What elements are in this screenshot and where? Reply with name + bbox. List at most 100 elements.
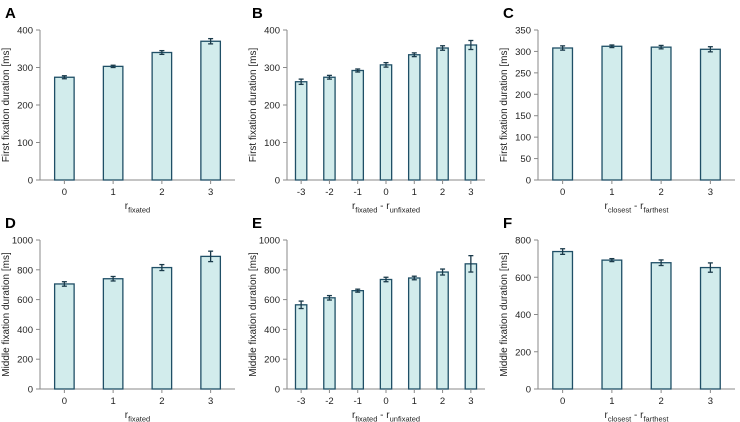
bar-0 (379, 64, 393, 181)
y-tick-label: 150 (515, 111, 531, 122)
x-tick-label: 1 (412, 187, 417, 198)
x-tick-label: -2 (325, 187, 333, 198)
y-tick-label: 800 (264, 265, 280, 276)
bar-0 (379, 278, 393, 390)
x-tick-label: 2 (159, 396, 164, 407)
y-tick-label: 300 (264, 63, 280, 74)
x-tick-label: 1 (110, 396, 115, 407)
y-axis-label: Middle fixation duration [ms] (248, 252, 259, 377)
bar--2 (323, 297, 336, 390)
x-tick-label: 3 (208, 396, 213, 407)
y-tick-label: 250 (515, 68, 531, 79)
y-tick-label: 0 (275, 176, 280, 187)
x-axis-label: rfixated (125, 410, 150, 422)
bar-0 (552, 47, 574, 181)
y-axis-label: Middle fixation duration [ms] (1, 252, 12, 377)
y-tick-label: 400 (264, 325, 280, 336)
x-tick-label: 2 (658, 187, 663, 198)
x-tick-label: 1 (412, 396, 417, 407)
y-tick-label: 100 (17, 138, 33, 149)
panel-letter: A (5, 5, 16, 22)
x-tick-label: 1 (110, 187, 115, 198)
panel-letter: E (252, 215, 262, 232)
y-tick-label: 200 (264, 101, 280, 112)
y-tick-label: 0 (28, 176, 33, 187)
x-axis-label: rfixated - runfixated (352, 410, 420, 422)
bar-2 (436, 47, 449, 181)
x-tick-label: 0 (62, 396, 67, 407)
y-tick-label: 600 (17, 295, 33, 306)
bar-1 (601, 259, 623, 390)
bar-1 (102, 65, 124, 181)
bar-0 (552, 250, 574, 390)
x-tick-label: 3 (208, 187, 213, 198)
bar-2 (436, 271, 449, 390)
bar--1 (351, 69, 365, 181)
x-tick-label: 3 (468, 396, 473, 407)
y-tick-label: 600 (264, 295, 280, 306)
x-tick-label: 3 (708, 187, 713, 198)
bar--3 (294, 81, 308, 181)
bar-2 (650, 46, 672, 181)
bar-0 (53, 76, 75, 181)
y-axis-label: First fixation duration [ms] (248, 48, 259, 163)
x-tick-label: 3 (468, 187, 473, 198)
bar-2 (151, 266, 173, 390)
y-tick-label: 50 (520, 154, 531, 165)
x-tick-label: 1 (609, 396, 614, 407)
panel-f: F 0 200 400 600 800 0 1 2 3 Middle fixation durati… (499, 215, 735, 422)
bar-2 (151, 51, 173, 181)
y-tick-label: 400 (515, 310, 531, 321)
bar-1 (407, 54, 421, 181)
bar-3 (464, 263, 478, 390)
x-tick-label: 0 (383, 396, 388, 407)
y-tick-label: 600 (515, 273, 531, 284)
y-tick-label: 300 (17, 63, 33, 74)
y-tick-label: 1000 (259, 236, 280, 247)
x-tick-label: 0 (383, 187, 388, 198)
y-tick-label: 0 (275, 385, 280, 396)
x-tick-label: 2 (658, 396, 663, 407)
bar-3 (464, 44, 478, 181)
bar-2 (650, 262, 672, 390)
x-tick-label: 0 (560, 187, 565, 198)
panel-letter: F (503, 215, 512, 232)
panel-e: E 0 200 400 600 800 1000 -3 -2 -1 0 1 2 3 Middle fixat… (248, 215, 485, 422)
y-tick-label: 100 (515, 133, 531, 144)
y-tick-label: 200 (17, 355, 33, 366)
x-tick-label: 1 (609, 187, 614, 198)
bar-1 (102, 278, 124, 390)
y-axis-label: Middle fixation duration [ms] (499, 252, 510, 377)
y-tick-label: 400 (17, 325, 33, 336)
bar--2 (323, 76, 336, 181)
y-tick-label: 200 (515, 347, 531, 358)
panel-b: B 0 100 200 300 400 -3 -2 -1 0 1 2 3 First fixation d… (248, 5, 485, 215)
y-tick-label: 300 (515, 47, 531, 58)
y-axis-label: First fixation duration [ms] (499, 48, 510, 163)
bar-1 (407, 277, 421, 390)
bar--1 (351, 290, 365, 390)
x-tick-label: -2 (325, 396, 333, 407)
bar--3 (294, 304, 308, 390)
panel-letter: B (252, 5, 263, 22)
x-tick-label: 2 (440, 396, 445, 407)
bar-0 (53, 283, 75, 390)
x-tick-label: 2 (440, 187, 445, 198)
bar-3 (200, 40, 222, 181)
x-tick-label: 3 (708, 396, 713, 407)
panel-c: C 0 50 100 150 200 250 300 350 0 1 2 3 First fixation… (499, 5, 735, 215)
x-tick-label: 0 (560, 396, 565, 407)
y-tick-label: 200 (264, 355, 280, 366)
panel-letter: C (503, 5, 514, 22)
x-axis-label: rclosest - rfarthest (605, 410, 670, 422)
y-tick-label: 0 (526, 385, 531, 396)
y-tick-label: 100 (264, 138, 280, 149)
x-axis-label: rfixated (125, 201, 150, 215)
panel-a: A 0 100 200 300 400 0 1 2 3 First fixation duratio… (1, 5, 235, 215)
x-tick-label: -1 (353, 187, 361, 198)
x-axis-label: rfixated - runfixated (352, 201, 420, 215)
x-axis-label: rclosest - rfarthest (605, 201, 670, 215)
y-tick-label: 0 (526, 176, 531, 187)
x-tick-label: -3 (297, 396, 305, 407)
x-tick-label: 2 (159, 187, 164, 198)
